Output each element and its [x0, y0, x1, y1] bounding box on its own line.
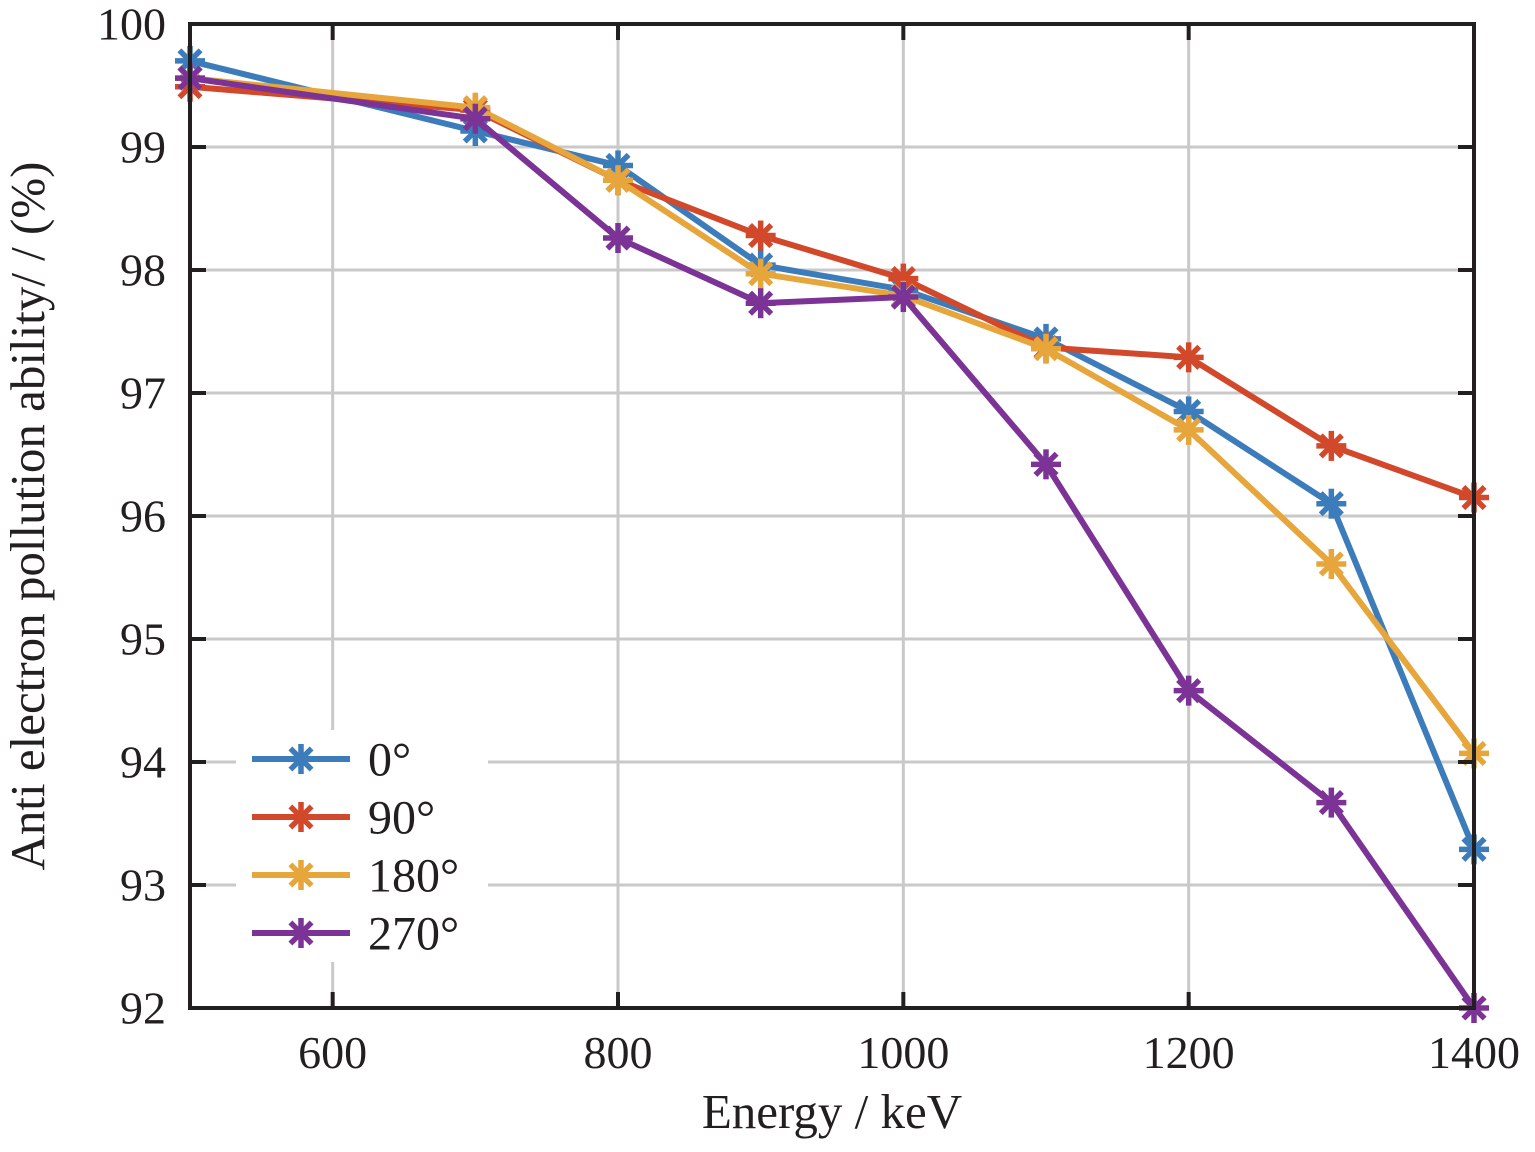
series-270deg-marker [1173, 675, 1204, 706]
series-90deg-marker [745, 220, 776, 251]
series-270deg-marker [460, 103, 491, 134]
legend-entry: 90° [252, 791, 435, 844]
legend-label: 90° [368, 791, 435, 844]
legend-entry: 270° [252, 907, 459, 960]
series-90deg-marker [1316, 430, 1347, 461]
series-0deg-marker [1173, 396, 1204, 427]
legend-marker-asterisk [286, 918, 316, 948]
series-180deg [175, 63, 1489, 769]
y-tick-label: 94 [120, 737, 166, 788]
legend: 0°90°180°270° [236, 730, 488, 962]
series-180deg-marker [603, 165, 633, 196]
legend-marker-asterisk [286, 802, 316, 832]
legend-entry: 180° [252, 849, 459, 902]
series-270deg-marker [603, 223, 633, 254]
y-axis-title: Anti electron pollution ability/ / (%) [0, 162, 55, 871]
series-180deg-marker [1031, 333, 1061, 364]
y-tick-label: 95 [120, 614, 166, 665]
x-tick-label: 800 [584, 1027, 653, 1078]
y-tick-label: 99 [120, 122, 166, 173]
legend-marker-asterisk [286, 744, 316, 774]
series-270deg-marker [1316, 787, 1347, 818]
axis-ticks [190, 22, 1476, 1010]
legend-label: 270° [368, 907, 459, 960]
legend-label: 0° [368, 733, 411, 786]
y-tick-label: 92 [120, 983, 166, 1034]
legend-entry: 0° [252, 733, 411, 786]
x-tick-label: 1200 [1143, 1027, 1235, 1078]
y-tick-label: 100 [97, 0, 166, 50]
series-180deg-marker [1316, 548, 1347, 579]
series-90deg [175, 71, 1489, 513]
legend-marker-asterisk [286, 860, 316, 890]
series-180deg-marker [1173, 414, 1204, 445]
y-tick-label: 96 [120, 491, 166, 542]
y-tick-label: 93 [120, 860, 166, 911]
axis-titles: Energy / keV Anti electron pollution abi… [0, 162, 962, 1140]
legend-label: 180° [368, 849, 459, 902]
y-tick-label: 98 [120, 245, 166, 296]
series-270deg-marker [745, 288, 776, 319]
x-axis-title: Energy / keV [702, 1084, 962, 1139]
series-0deg-marker [1316, 488, 1347, 519]
x-tick-label: 600 [298, 1027, 367, 1078]
series-180deg-marker [745, 258, 776, 289]
x-tick-label: 1000 [857, 1027, 949, 1078]
x-tick-labels: 600 800 1000 1200 1400 [298, 1027, 1520, 1078]
y-tick-labels: 92 93 94 95 96 97 98 99 100 [97, 0, 166, 1034]
x-tick-label: 1400 [1428, 1027, 1520, 1078]
series-270deg-marker [888, 282, 919, 313]
series-270deg-marker [1031, 449, 1061, 480]
legend-background [236, 730, 488, 962]
series-90deg-marker [1173, 342, 1204, 373]
y-tick-label: 97 [120, 368, 166, 419]
